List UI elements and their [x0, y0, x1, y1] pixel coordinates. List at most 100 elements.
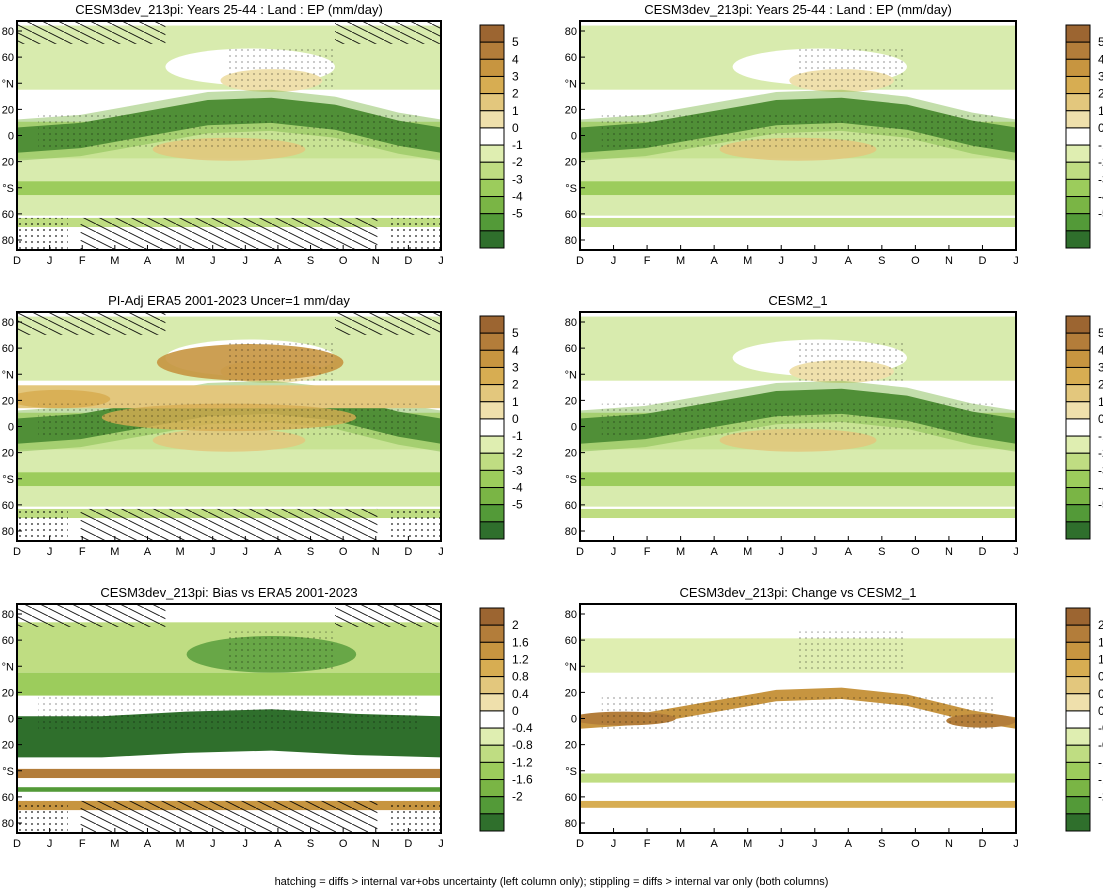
colorbar-swatch: [479, 196, 505, 215]
colorbar-swatch: [1065, 641, 1091, 660]
heatmap-field: [17, 21, 441, 250]
colorbar-swatch: [1065, 693, 1091, 712]
colorbar-tick-label: -2: [1098, 790, 1103, 804]
stippling-region: [390, 508, 441, 541]
colorbar-tick-label: 4: [512, 343, 519, 357]
y-tick-label: 60: [565, 52, 577, 64]
y-tick-label: 20: [2, 448, 14, 460]
colorbar-tick-label: 2: [1098, 618, 1103, 632]
colorbar-tick-label: -3: [1098, 172, 1103, 186]
colorbar-swatch: [1065, 607, 1091, 626]
colorbar-tick-label: 0: [1098, 412, 1103, 426]
stippling-region: [390, 217, 441, 250]
colorbar-swatch: [1065, 487, 1091, 506]
x-tick-label: A: [845, 255, 853, 267]
colorbar-tick-label: 0.4: [512, 687, 529, 701]
x-tick-label: J: [243, 838, 249, 850]
hatching-region: [17, 21, 166, 44]
colorbar-tick-label: -2: [1098, 446, 1103, 460]
colorbar-swatch: [479, 161, 505, 180]
colorbar-swatch: [479, 41, 505, 60]
colorbar-tick-label: 0.8: [512, 670, 529, 684]
colorbar-swatch: [1065, 196, 1091, 215]
x-tick-label: M: [110, 255, 119, 267]
stippling-region: [38, 695, 420, 730]
y-tick-label: 60: [2, 635, 14, 647]
colorbar-swatch: [1065, 315, 1091, 334]
y-tick-label: 80: [2, 26, 14, 38]
x-tick-label: A: [710, 546, 718, 558]
colorbar-swatch: [1065, 110, 1091, 129]
x-tick-label: M: [175, 546, 184, 558]
field-stripe: [580, 773, 1016, 783]
colorbar-swatch: [479, 658, 505, 678]
colorbar-tick-label: 4: [1098, 343, 1103, 357]
x-tick-label: N: [372, 546, 380, 558]
colorbar-swatch: [479, 641, 505, 660]
heatmap-field: [580, 604, 1016, 833]
colorbar-swatch: [1065, 744, 1091, 763]
y-tick-label: 80: [2, 235, 14, 247]
x-tick-label: J: [210, 838, 216, 850]
colorbar-swatch: [479, 230, 505, 249]
colorbar-tick-label: 0: [512, 121, 519, 135]
panel-title: CESM3dev_213pi: Years 25-44 : Land : EP …: [644, 2, 952, 17]
colorbar-tick-label: -2: [512, 446, 523, 460]
colorbar-tick-label: -2: [512, 155, 523, 169]
colorbar-swatch: [1065, 813, 1091, 832]
colorbar-swatch: [1065, 161, 1091, 180]
hatching-region: [17, 312, 166, 335]
x-tick-label: A: [274, 838, 282, 850]
colorbar: 2 1.6 1.2 0.8 0.4 0 -0.4 -0.8 -1.2 -1.6 -2: [1065, 607, 1103, 832]
x-tick-label: M: [175, 255, 184, 267]
x-tick-label: J: [812, 838, 818, 850]
field-stripe: [17, 472, 441, 487]
hatching-region: [80, 800, 378, 833]
y-tick-label: °S: [565, 766, 577, 778]
stippling-region: [229, 339, 335, 381]
colorbar-swatch: [479, 607, 505, 626]
field-stripe: [580, 181, 1016, 196]
y-tick-label: 80: [2, 818, 14, 830]
colorbar-swatch: [479, 127, 505, 146]
y-tick-label: 20: [565, 687, 577, 699]
colorbar-tick-label: 2: [1098, 87, 1103, 101]
colorbar-swatch: [479, 487, 505, 506]
colorbar-tick-label: -3: [512, 172, 523, 186]
colorbar-swatch: [1065, 24, 1091, 43]
y-tick-label: 20: [2, 157, 14, 169]
x-tick-label: D: [978, 546, 986, 558]
colorbar-swatch: [479, 178, 505, 198]
x-tick-label: A: [710, 255, 718, 267]
colorbar-tick-label: -5: [512, 207, 523, 221]
y-tick-label: °S: [2, 766, 14, 778]
y-tick-label: °N: [565, 661, 577, 673]
field-stripe: [580, 800, 1016, 808]
colorbar-swatch: [479, 521, 505, 540]
colorbar-swatch: [479, 58, 505, 77]
colorbar-tick-label: 1: [512, 104, 519, 118]
colorbar-tick-label: 3: [512, 360, 519, 374]
y-tick-label: 60: [2, 500, 14, 512]
colorbar-swatch: [479, 693, 505, 712]
y-tick-label: °S: [2, 474, 14, 486]
colorbar-tick-label: -5: [1098, 498, 1103, 512]
x-tick-label: M: [676, 255, 685, 267]
x-tick-label: J: [611, 255, 617, 267]
x-tick-label: S: [307, 838, 314, 850]
colorbar-swatch: [1065, 452, 1091, 471]
colorbar-tick-label: -4: [512, 481, 523, 495]
x-tick-label: N: [372, 255, 380, 267]
hatching-region: [80, 217, 378, 250]
y-tick-label: 20: [2, 104, 14, 116]
heatmap-panel-3: PI-Adj ERA5 2001-2023 Uncer=1 mm/day D J F M…: [2, 293, 523, 558]
stippling-region: [798, 631, 907, 673]
heatmap-panel-6: CESM3dev_213pi: Change vs CESM2_1 D J F M A M J…: [565, 585, 1103, 850]
colorbar-swatch: [1065, 93, 1091, 112]
colorbar-tick-label: 0: [512, 704, 519, 718]
y-tick-label: °S: [565, 474, 577, 486]
colorbar-swatch: [1065, 144, 1091, 163]
x-tick-label: D: [576, 838, 584, 850]
x-tick-label: D: [13, 546, 21, 558]
x-tick-label: M: [676, 838, 685, 850]
